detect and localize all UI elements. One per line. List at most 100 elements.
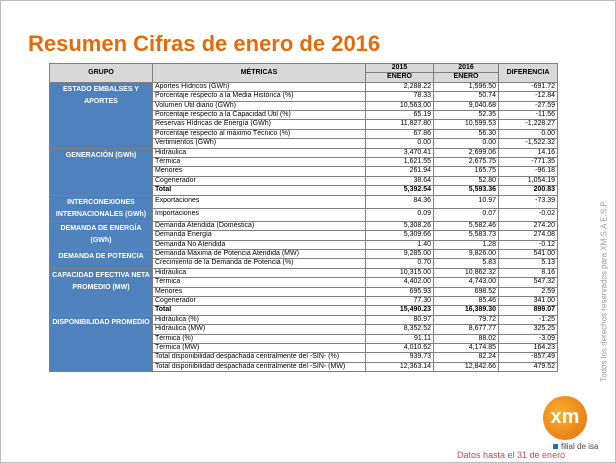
- metric-cell: Térmica (MW): [152, 342, 366, 354]
- value-cell: 274.08: [498, 230, 558, 241]
- table-row: Total disponibilidad despachada centralm…: [50, 361, 558, 373]
- value-cell: 4,743.00: [433, 277, 499, 288]
- value-cell: 77.30: [365, 295, 434, 307]
- metric-cell: Total disponibilidad despachada centralm…: [152, 352, 366, 363]
- value-cell: 79.72: [433, 314, 499, 326]
- header-cell: MÉTRICAS: [152, 63, 366, 83]
- value-cell: 1,621.55: [365, 157, 434, 168]
- table-row: Porcentaje respecto a la Media Histórica…: [50, 91, 558, 102]
- value-cell: 5,392.54: [365, 185, 434, 196]
- table-row: Cogenerador 77.30 85.46 341.00: [50, 295, 558, 307]
- metric-cell: Porcentaje respecto al máximo Técnico (%…: [152, 128, 366, 140]
- value-cell: -73.39: [498, 194, 558, 209]
- table-body: ESTADO EMBALSES Y APORTES Aportes Hídrico…: [49, 81, 558, 373]
- value-cell: -691.72: [498, 81, 558, 93]
- value-cell: -771.35: [498, 157, 558, 168]
- group-cell: INTERCONEXIONES INTERNACIONALES (GWh): [49, 194, 153, 222]
- metric-cell: Hidráulica: [152, 267, 366, 279]
- header-cell: DIFERENCIA: [498, 63, 558, 83]
- metric-cell: Vertimientos (GWh): [152, 138, 366, 149]
- table-row: Térmica 1,621.55 2,675.75 -771.35: [50, 157, 558, 168]
- value-cell: 899.07: [498, 305, 558, 316]
- group-cell: DEMANDA DE ENERGÍA (GWh): [49, 220, 153, 250]
- value-cell: 200.83: [498, 185, 558, 196]
- value-cell: -27.59: [498, 100, 558, 112]
- value-cell: -857.49: [498, 352, 558, 363]
- table-row: DEMANDA DE POTENCIA Demanda Máxima de Pot…: [49, 248, 558, 269]
- value-cell: 88.02: [433, 333, 499, 344]
- logo-tagline: filial de isa: [553, 442, 598, 451]
- footnote: Datos hasta el 31 de enero: [457, 450, 566, 460]
- metric-cell: Menores: [152, 286, 366, 297]
- value-cell: 12,842.66: [433, 361, 499, 373]
- value-cell: 12,363.14: [365, 361, 434, 373]
- value-cell: 10,315.00: [365, 267, 434, 279]
- table-row: Menores 695.93 698.52 2.59: [50, 286, 558, 297]
- value-cell: 9,826.00: [433, 248, 499, 260]
- group-cell: GENERACIÓN (GWh): [49, 147, 153, 196]
- value-cell: 5,582.46: [433, 220, 499, 232]
- table-row: Térmica 4,402.00 4,743.00 547.32: [50, 277, 558, 288]
- value-cell: 56.30: [433, 128, 499, 140]
- table-row: DISPONIBILIDAD PROMEDIO Hidráulica (%) 80.…: [49, 314, 558, 373]
- value-cell: 5,309.66: [365, 230, 434, 241]
- metric-cell: Demanda Máxima de Potencia Atendida (MW): [152, 248, 366, 260]
- value-cell: 50.74: [433, 91, 499, 102]
- value-cell: 698.52: [433, 286, 499, 297]
- value-cell: 165.75: [433, 166, 499, 177]
- value-cell: 0.00: [365, 138, 434, 149]
- table-row: Total 5,392.54 5,593.36 200.83: [50, 185, 558, 196]
- metric-cell: Porcentaje respecto a la Media Histórica…: [152, 91, 366, 102]
- value-cell: 4,174.85: [433, 342, 499, 354]
- metric-cell: Térmica: [152, 277, 366, 288]
- value-cell: 15,490.23: [365, 305, 434, 316]
- value-cell: 261.94: [365, 166, 434, 177]
- value-cell: 8,677.77: [433, 324, 499, 335]
- metric-cell: Porcentaje respecto a la Capacidad Útil …: [152, 110, 366, 121]
- value-cell: -12.84: [498, 91, 558, 102]
- metric-cell: Importaciones: [152, 207, 366, 222]
- metric-cell: Hidráulica (%): [152, 314, 366, 326]
- value-cell: 2,699.06: [433, 147, 499, 159]
- metric-cell: Demanda Energía: [152, 230, 366, 241]
- metric-cell: Reservas Hídricas de Energía (GWh): [152, 119, 366, 130]
- title: Resumen Cifras de enero de 2016: [28, 31, 381, 56]
- value-cell: 67.86: [365, 128, 434, 140]
- table-row: INTERCONEXIONES INTERNACIONALES (GWh) Exp…: [49, 194, 558, 222]
- value-cell: 939.73: [365, 352, 434, 363]
- value-cell: 4,402.00: [365, 277, 434, 288]
- value-cell: 9,285.00: [365, 248, 434, 260]
- value-cell: 341.00: [498, 295, 558, 307]
- group-cell: ESTADO EMBALSES Y APORTES: [49, 81, 153, 149]
- value-cell: 85.46: [433, 295, 499, 307]
- value-cell: 1,596.50: [433, 81, 499, 93]
- value-cell: 82.24: [433, 352, 499, 363]
- metric-cell: Volumen Útil diario (GWh): [152, 100, 366, 112]
- value-cell: 547.32: [498, 277, 558, 288]
- value-cell: 325.25: [498, 324, 558, 335]
- table-row: Reservas Hídricas de Energía (GWh) 11,827…: [50, 119, 558, 130]
- value-cell: 5,583.73: [433, 230, 499, 241]
- value-cell: 16,389.30: [433, 305, 499, 316]
- metric-cell: Exportaciones: [152, 194, 366, 209]
- metric-cell: Hidráulica: [152, 147, 366, 159]
- table-row: DEMANDA DE ENERGÍA (GWh) Demanda Atendida…: [49, 220, 558, 250]
- value-cell: 541.00: [498, 248, 558, 260]
- value-cell: 84.36: [365, 194, 434, 209]
- group-cell: DISPONIBILIDAD PROMEDIO: [49, 314, 153, 373]
- value-cell: -11.56: [498, 110, 558, 121]
- value-cell: 2.59: [498, 286, 558, 297]
- metric-cell: Total: [152, 305, 366, 316]
- metric-cell: Total: [152, 185, 366, 196]
- summary-table: GRUPO MÉTRICAS 2015 2016 DIFERENCIA ENER…: [49, 62, 558, 373]
- metric-cell: Hidráulica (MW): [152, 324, 366, 335]
- value-cell: 4,010.62: [365, 342, 434, 354]
- table-row: Volumen Útil diario (GWh) 10,563.00 9,040.…: [50, 100, 558, 112]
- value-cell: 11,827.80: [365, 119, 434, 130]
- group-cell: DEMANDA DE POTENCIA: [49, 248, 153, 269]
- header-cell: GRUPO: [49, 63, 153, 83]
- header-cell: 2016: [433, 62, 499, 74]
- metric-cell: Demanda No Atendida: [152, 239, 366, 250]
- value-cell: -96.18: [498, 166, 558, 177]
- value-cell: 1.40: [365, 239, 434, 250]
